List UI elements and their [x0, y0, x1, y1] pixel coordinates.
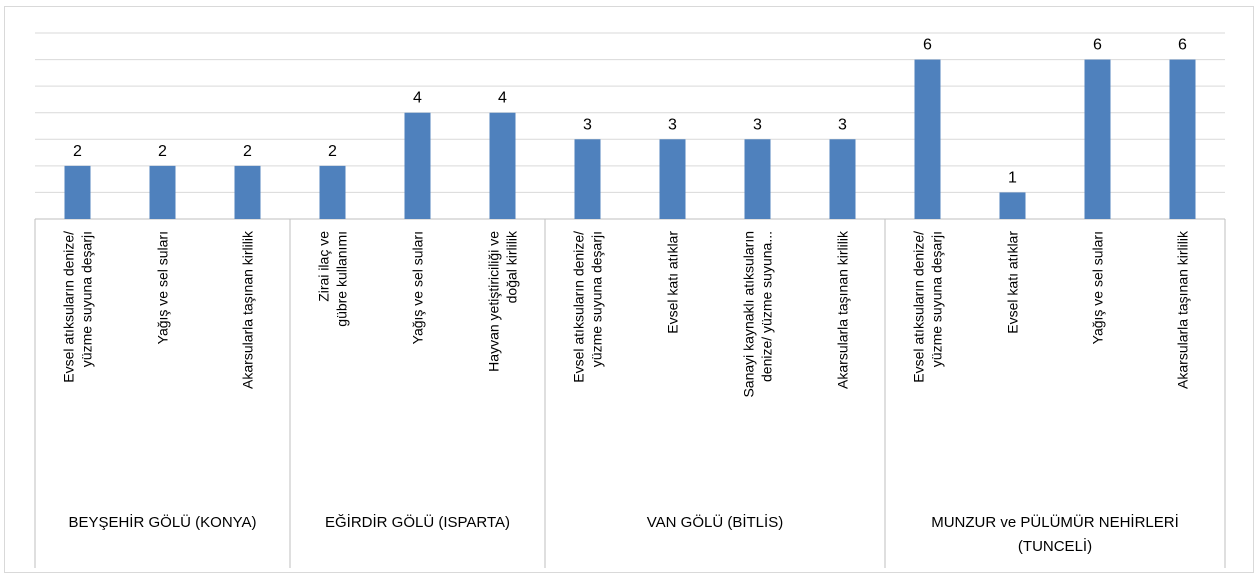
- group-label: EĞİRDİR GÖLÜ (ISPARTA): [325, 513, 510, 531]
- bar: [574, 139, 601, 219]
- bar: [319, 165, 346, 219]
- x-tick-label: Yağış ve sel suları: [1090, 231, 1106, 344]
- x-tick-label: Yağış ve sel suları: [155, 231, 171, 344]
- value-label: 3: [838, 116, 847, 133]
- value-label: 1: [1008, 169, 1017, 186]
- bar: [659, 139, 686, 219]
- x-tick-label: Akarsularla taşınan kirlilik: [240, 230, 256, 389]
- x-tick-label: Akarsularla taşınan kirlilik: [1175, 230, 1191, 389]
- value-label: 2: [243, 143, 252, 160]
- x-tick-label: Hayvan yetiştiriciliği ve doğal kirlilik: [486, 230, 520, 372]
- value-label: 3: [753, 116, 762, 133]
- value-label: 6: [1093, 37, 1102, 54]
- x-tick-label: Akarsularla taşınan kirlilik: [835, 230, 851, 389]
- bar: [149, 165, 176, 219]
- value-label: 2: [158, 143, 167, 160]
- bar: [234, 165, 261, 219]
- x-tick-label: Yağış ve sel suları: [410, 231, 426, 344]
- chart-border: [4, 6, 1254, 573]
- bar: [829, 139, 856, 219]
- value-label: 3: [668, 116, 677, 133]
- value-label: 6: [923, 37, 932, 54]
- value-label: 2: [73, 143, 82, 160]
- x-tick-label: Evsel atıksuların denize/yüzme suyuna de…: [61, 231, 95, 383]
- bar: [1169, 59, 1196, 220]
- value-label: 3: [583, 116, 592, 133]
- bar: [1084, 59, 1111, 220]
- bar: [404, 112, 431, 219]
- bar: [489, 112, 516, 219]
- x-tick-label: Evsel katı atıklar: [665, 231, 681, 334]
- group-label: MUNZUR ve PÜLÜMÜR NEHİRLERİ (TUNCELİ): [931, 513, 1179, 555]
- bar: [744, 139, 771, 219]
- group-label: VAN GÖLÜ (BİTLİS): [647, 513, 783, 531]
- x-tick-label: Evsel atıksuların denize/yüzme suyuna de…: [911, 231, 945, 383]
- value-label: 4: [498, 90, 507, 107]
- x-tick-label: Evsel atıksuların denize/yüzme suyuna de…: [571, 231, 605, 383]
- bar: [999, 192, 1026, 219]
- x-tick-label: Evsel katı atıklar: [1005, 231, 1021, 334]
- value-label: 6: [1178, 37, 1187, 54]
- value-label: 2: [328, 143, 337, 160]
- value-label: 4: [413, 90, 422, 107]
- x-tick-label: Zirai ilaç ve gübre kullanımı: [316, 231, 350, 327]
- bar: [914, 59, 941, 220]
- group-label: BEYŞEHİR GÖLÜ (KONYA): [68, 513, 256, 531]
- x-tick-label: Sanayi kaynaklı atıksuların denize/ yüzme…: [741, 231, 775, 398]
- bar: [64, 165, 91, 219]
